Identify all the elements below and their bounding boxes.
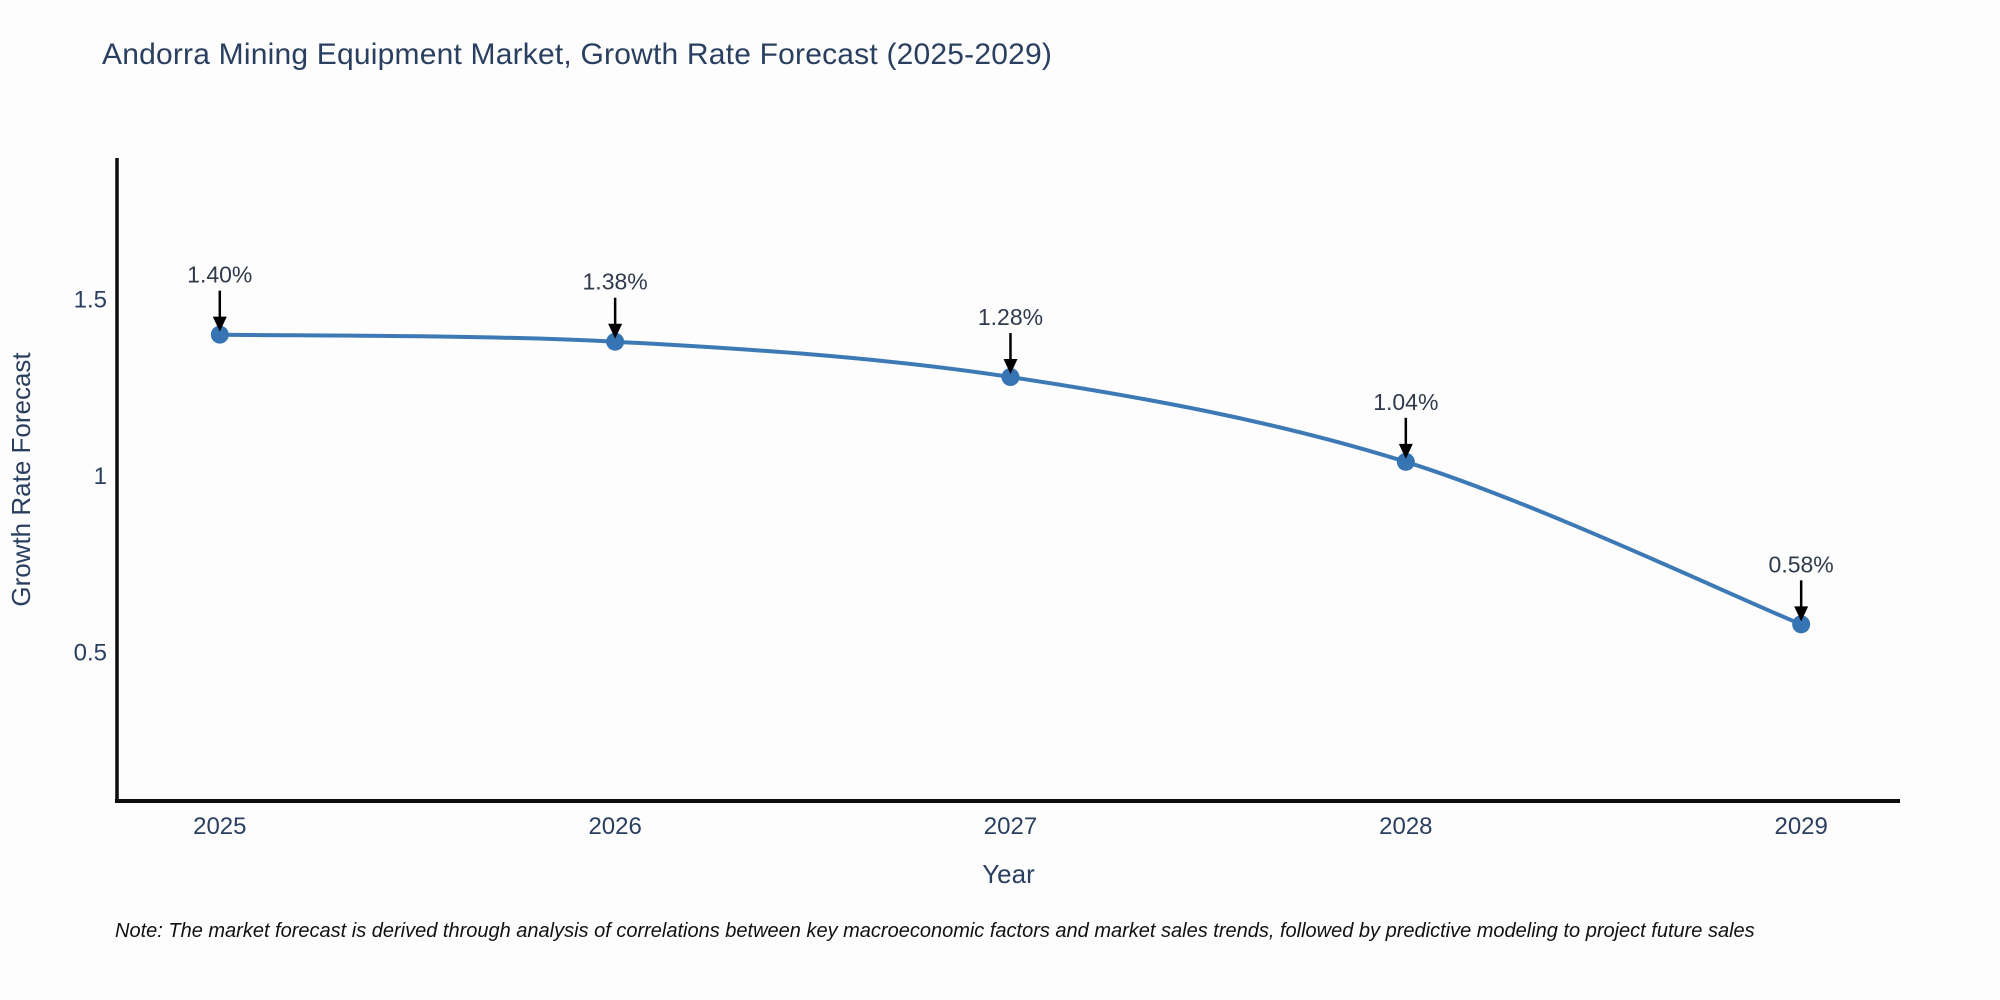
y-axis-title: Growth Rate Forecast <box>6 352 36 607</box>
data-point[interactable] <box>1001 368 1020 387</box>
x-tick-label: 2028 <box>1379 813 1432 840</box>
point-annotation: 1.28% <box>978 304 1043 330</box>
point-annotation: 1.38% <box>583 269 648 295</box>
chart-title: Andorra Mining Equipment Market, Growth … <box>102 38 1053 71</box>
annotation-arrowhead <box>212 316 227 332</box>
x-tick-label: 2029 <box>1774 813 1827 840</box>
data-point[interactable] <box>606 332 625 351</box>
chart-note: Note: The market forecast is derived thr… <box>115 920 1755 942</box>
data-point[interactable] <box>1396 452 1415 471</box>
annotation-arrowhead <box>1398 443 1413 459</box>
annotation-arrowhead <box>1794 606 1809 622</box>
y-tick-label: 0.5 <box>74 640 107 667</box>
point-annotation: 1.40% <box>187 262 252 288</box>
annotation-arrowhead <box>608 323 623 339</box>
point-annotation: 0.58% <box>1769 551 1834 577</box>
x-axis-title: Year <box>982 859 1035 889</box>
point-annotation: 1.04% <box>1373 389 1438 415</box>
y-tick-label: 1 <box>94 463 107 490</box>
data-point[interactable] <box>210 325 229 344</box>
data-point[interactable] <box>1792 615 1811 634</box>
y-tick-label: 1.5 <box>74 286 107 313</box>
x-tick-label: 2027 <box>984 813 1037 840</box>
x-tick-label: 2025 <box>193 813 246 840</box>
x-tick-label: 2026 <box>588 813 641 840</box>
annotation-arrowhead <box>1003 359 1018 375</box>
